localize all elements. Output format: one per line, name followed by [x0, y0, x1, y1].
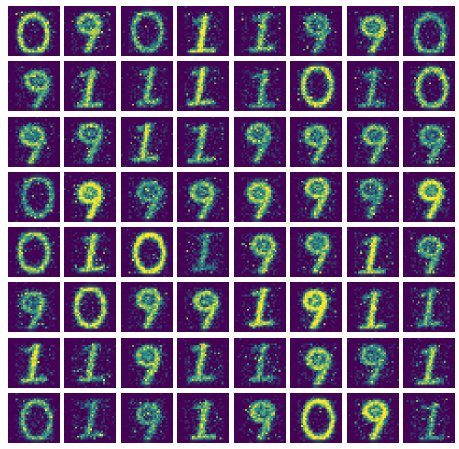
- generated-digit-tile: [402, 171, 455, 222]
- generated-digit-tile: [290, 171, 343, 222]
- generated-digit-tile: [64, 282, 117, 333]
- generated-digit-tile: [346, 337, 399, 388]
- generated-digit-tile: [402, 227, 455, 278]
- generated-digit-tile: [233, 392, 286, 443]
- generated-digit-tile: [64, 171, 117, 222]
- generated-digit-tile: [177, 282, 230, 333]
- generated-digit-tile: [177, 116, 230, 167]
- generated-digit-tile: [290, 392, 343, 443]
- generated-digit-tile: [120, 6, 173, 56]
- generated-digit-tile: [402, 61, 455, 112]
- generated-digit-tile: [233, 6, 286, 56]
- generated-digit-tile: [64, 116, 117, 167]
- generated-digit-tile: [177, 171, 230, 222]
- generated-digit-tile: [64, 227, 117, 278]
- generated-digit-tile: [402, 392, 455, 443]
- generated-digit-tile: [233, 337, 286, 388]
- generated-digit-tile: [346, 6, 399, 56]
- generated-digit-tile: [346, 116, 399, 167]
- generated-digit-tile: [233, 61, 286, 112]
- generated-digit-tile: [64, 61, 117, 112]
- generated-digit-tile: [346, 392, 399, 443]
- generated-digit-tile: [120, 171, 173, 222]
- generated-digit-tile: [290, 282, 343, 333]
- generated-digit-tile: [177, 61, 230, 112]
- sample-image-grid: [8, 6, 455, 443]
- generated-digit-tile: [402, 6, 455, 56]
- generated-digit-tile: [290, 227, 343, 278]
- generated-digit-tile: [8, 116, 60, 167]
- generated-digit-tile: [8, 6, 60, 56]
- generated-digit-tile: [346, 171, 399, 222]
- generated-digit-tile: [8, 282, 60, 333]
- generated-digit-tile: [8, 227, 60, 278]
- generated-digit-tile: [402, 337, 455, 388]
- generated-digit-tile: [120, 392, 173, 443]
- generated-digit-tile: [8, 337, 60, 388]
- generated-digit-tile: [402, 282, 455, 333]
- generated-digit-tile: [233, 171, 286, 222]
- generated-digit-tile: [177, 392, 230, 443]
- generated-digit-tile: [8, 171, 60, 222]
- generated-digit-tile: [120, 61, 173, 112]
- generated-digit-tile: [120, 116, 173, 167]
- generated-digit-tile: [8, 61, 60, 112]
- generated-digit-tile: [177, 337, 230, 388]
- generated-digit-tile: [290, 116, 343, 167]
- generated-digit-tile: [290, 337, 343, 388]
- generated-digit-tile: [402, 116, 455, 167]
- generated-digit-tile: [120, 227, 173, 278]
- generated-digit-tile: [233, 227, 286, 278]
- generated-digit-tile: [8, 392, 60, 443]
- generated-digit-tile: [346, 61, 399, 112]
- generated-digit-tile: [177, 6, 230, 56]
- generated-digit-tile: [120, 337, 173, 388]
- generated-digit-tile: [233, 282, 286, 333]
- generated-digit-tile: [346, 282, 399, 333]
- generated-digit-tile: [64, 392, 117, 443]
- generated-digit-tile: [233, 116, 286, 167]
- generated-digit-tile: [177, 227, 230, 278]
- generated-digit-tile: [64, 337, 117, 388]
- generated-digit-tile: [290, 61, 343, 112]
- generated-digit-tile: [120, 282, 173, 333]
- generated-digit-tile: [290, 6, 343, 56]
- generated-digit-tile: [64, 6, 117, 56]
- generated-digit-tile: [346, 227, 399, 278]
